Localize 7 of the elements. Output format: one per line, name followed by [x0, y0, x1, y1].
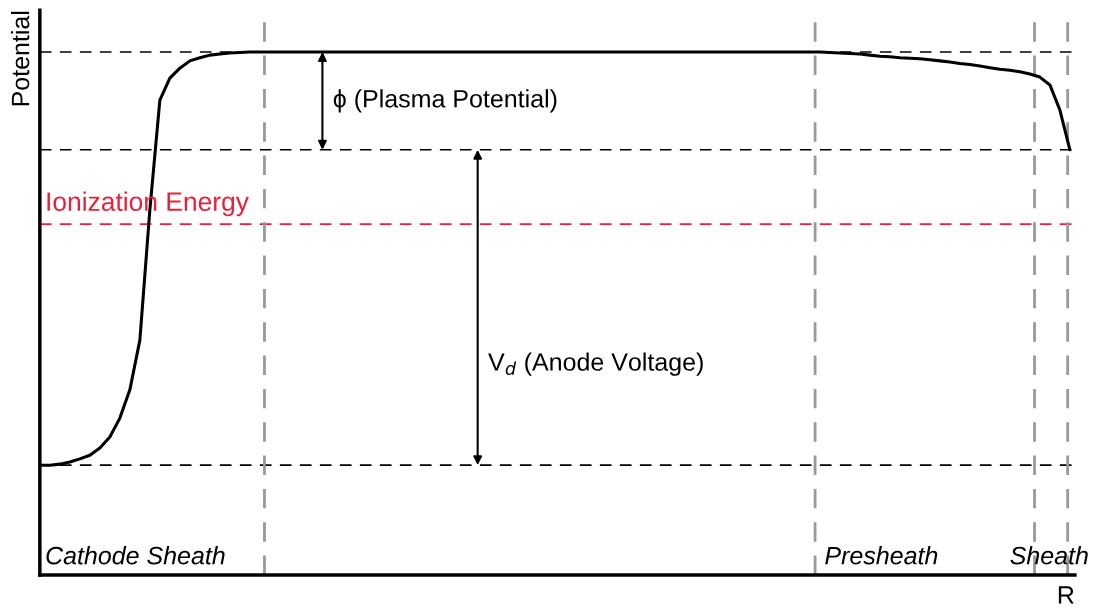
annotation: Presheath: [825, 546, 938, 565]
annotation: V$_{d}$ (Anode Voltage): [488, 352, 703, 376]
annotation: Cathode Sheath: [46, 546, 225, 565]
annotation: Sheath: [1010, 546, 1088, 565]
x-axis-title: R: [1058, 586, 1074, 604]
annotation: ϕ (Plasma Potential): [333, 89, 557, 113]
y-axis-title: Potential: [10, 11, 30, 106]
